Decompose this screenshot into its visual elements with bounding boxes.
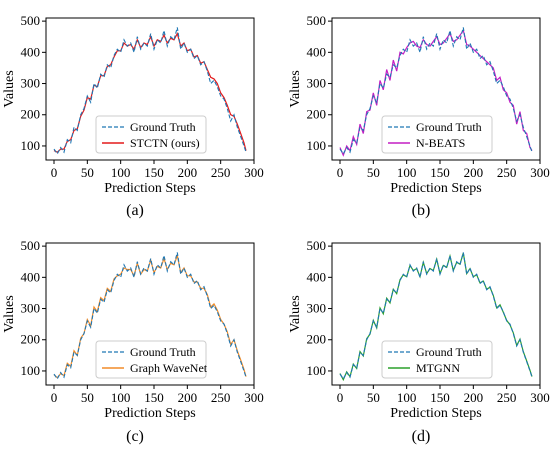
y-tick-label: 200: [307, 332, 327, 347]
y-tick-label: 400: [21, 44, 41, 59]
panel-caption: (a): [126, 202, 144, 219]
y-tick-label: 100: [307, 363, 327, 378]
legend-label-model: MTGNN: [416, 361, 460, 375]
x-tick-label: 0: [337, 390, 344, 405]
x-axis-label: Prediction Steps: [390, 181, 481, 196]
x-tick-label: 200: [178, 165, 198, 180]
x-tick-label: 100: [111, 390, 131, 405]
y-axis-label: Values: [2, 70, 17, 107]
x-tick-label: 300: [530, 165, 550, 180]
y-tick-label: 500: [21, 238, 41, 253]
legend-label-ground-truth: Ground Truth: [130, 345, 196, 359]
panel-caption: (b): [412, 202, 431, 219]
x-tick-label: 100: [397, 165, 417, 180]
x-tick-label: 50: [81, 165, 94, 180]
legend-label-ground-truth: Ground Truth: [130, 120, 196, 134]
x-tick-label: 100: [397, 390, 417, 405]
series-line-ground-truth: [339, 252, 533, 380]
y-tick-label: 300: [21, 301, 41, 316]
x-tick-label: 300: [530, 390, 550, 405]
y-axis-label: Values: [288, 295, 303, 332]
series-line-ground-truth: [339, 27, 533, 155]
y-tick-label: 400: [307, 269, 327, 284]
y-tick-label: 400: [21, 269, 41, 284]
legend-label-model: STCTN (ours): [130, 136, 200, 150]
x-tick-label: 250: [497, 390, 517, 405]
y-tick-label: 300: [21, 76, 41, 91]
y-tick-label: 200: [21, 332, 41, 347]
x-tick-label: 50: [367, 165, 380, 180]
x-tick-label: 0: [51, 390, 58, 405]
legend-label-model: N-BEATS: [416, 136, 465, 150]
legend-label-ground-truth: Ground Truth: [416, 120, 482, 134]
x-tick-label: 250: [211, 390, 231, 405]
x-axis-label: Prediction Steps: [104, 406, 195, 421]
x-tick-label: 150: [144, 390, 164, 405]
y-tick-label: 400: [307, 44, 327, 59]
x-tick-label: 200: [464, 390, 484, 405]
y-tick-label: 500: [307, 238, 327, 253]
series-line-ground-truth: [53, 27, 247, 155]
panel-caption: (c): [126, 428, 144, 445]
panel-b: 0 50 100 150 200 250 300 100 200 300 400 500 Predict…: [288, 13, 550, 219]
y-tick-label: 200: [21, 107, 41, 122]
panel-caption: (d): [412, 428, 431, 445]
x-axis-label: Prediction Steps: [390, 406, 481, 421]
x-tick-label: 250: [211, 165, 231, 180]
x-tick-label: 50: [367, 390, 380, 405]
series-line-model: [339, 29, 533, 157]
x-tick-label: 150: [144, 165, 164, 180]
y-axis-label: Values: [2, 295, 17, 332]
y-tick-label: 100: [21, 138, 41, 153]
x-tick-label: 200: [464, 165, 484, 180]
y-tick-label: 500: [307, 13, 327, 28]
legend-label-model: Graph WaveNet: [130, 361, 208, 375]
y-tick-label: 500: [21, 13, 41, 28]
series-line-ground-truth: [53, 252, 247, 380]
panel-c: 0 50 100 150 200 250 300 100 200 300 400 500 Predict…: [2, 238, 264, 445]
x-tick-label: 0: [337, 165, 344, 180]
y-tick-label: 100: [307, 138, 327, 153]
y-tick-label: 300: [307, 301, 327, 316]
y-tick-label: 300: [307, 76, 327, 91]
x-tick-label: 150: [430, 390, 450, 405]
y-tick-label: 200: [307, 107, 327, 122]
x-tick-label: 300: [244, 390, 264, 405]
x-axis-label: Prediction Steps: [104, 181, 195, 196]
legend-label-ground-truth: Ground Truth: [416, 345, 482, 359]
x-tick-label: 100: [111, 165, 131, 180]
x-tick-label: 250: [497, 165, 517, 180]
panel-a: 0 50 100 150 200 250 300 100 200 300 400 500 Predict…: [2, 13, 264, 219]
panel-d: 0 50 100 150 200 250 300 100 200 300 400 500 Predict…: [288, 238, 550, 445]
x-tick-label: 0: [51, 165, 58, 180]
x-tick-label: 300: [244, 165, 264, 180]
x-tick-label: 50: [81, 390, 94, 405]
y-tick-label: 100: [21, 363, 41, 378]
x-tick-label: 150: [430, 165, 450, 180]
x-tick-label: 200: [178, 390, 198, 405]
y-axis-label: Values: [288, 70, 303, 107]
